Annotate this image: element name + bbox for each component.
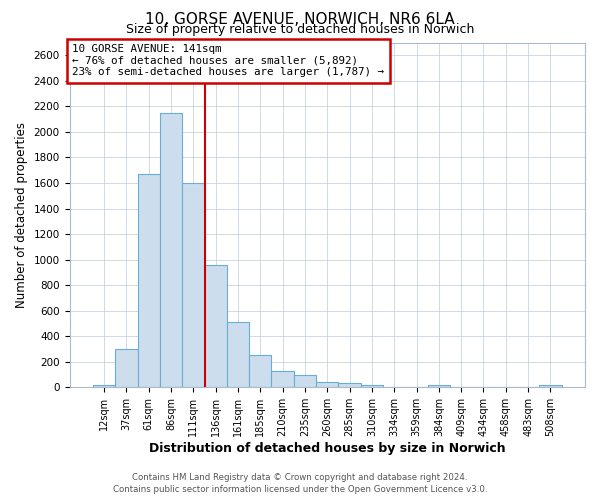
Bar [249, 356, 271, 388]
Bar [182, 183, 205, 388]
Bar [450, 386, 472, 388]
Bar [383, 386, 406, 388]
Bar [294, 374, 316, 388]
Bar [93, 385, 115, 388]
Bar [472, 386, 494, 388]
Bar [137, 174, 160, 388]
Bar [271, 372, 294, 388]
Bar [227, 322, 249, 388]
Bar [517, 386, 539, 388]
Bar [406, 386, 428, 388]
Text: 10 GORSE AVENUE: 141sqm
← 76% of detached houses are smaller (5,892)
23% of semi: 10 GORSE AVENUE: 141sqm ← 76% of detache… [72, 44, 384, 78]
Bar [428, 386, 450, 388]
Y-axis label: Number of detached properties: Number of detached properties [15, 122, 28, 308]
Text: Contains HM Land Registry data © Crown copyright and database right 2024.
Contai: Contains HM Land Registry data © Crown c… [113, 472, 487, 494]
Bar [539, 385, 562, 388]
Bar [316, 382, 338, 388]
Text: Size of property relative to detached houses in Norwich: Size of property relative to detached ho… [126, 22, 474, 36]
Bar [115, 349, 137, 388]
Bar [494, 386, 517, 388]
X-axis label: Distribution of detached houses by size in Norwich: Distribution of detached houses by size … [149, 442, 506, 455]
Bar [205, 264, 227, 388]
Bar [361, 386, 383, 388]
Text: 10, GORSE AVENUE, NORWICH, NR6 6LA: 10, GORSE AVENUE, NORWICH, NR6 6LA [145, 12, 455, 28]
Bar [160, 112, 182, 388]
Bar [338, 383, 361, 388]
